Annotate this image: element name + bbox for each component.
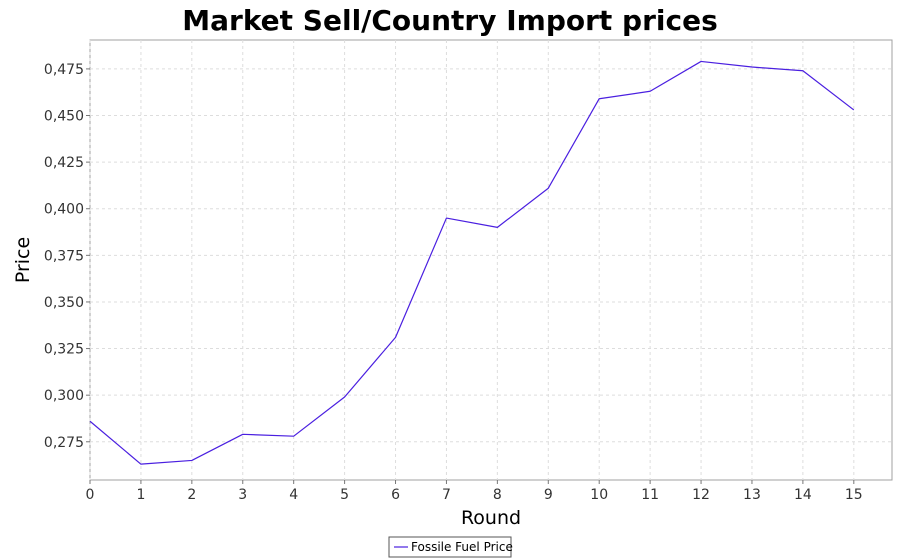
x-tick-label: 12 xyxy=(692,487,710,503)
grid-lines xyxy=(89,40,892,480)
legend-entry: Fossile Fuel Price xyxy=(411,540,513,554)
x-tick-label: 11 xyxy=(641,487,659,503)
chart-title: Market Sell/Country Import prices xyxy=(182,4,718,37)
x-tick-label: 13 xyxy=(743,487,761,503)
series-line xyxy=(89,60,855,465)
x-tick-label: 9 xyxy=(544,487,553,503)
data-point xyxy=(649,90,652,93)
data-point xyxy=(241,433,244,436)
x-tick-label: 3 xyxy=(238,487,247,503)
y-tick-label: 0,275 xyxy=(44,435,84,451)
series-group xyxy=(89,60,855,466)
data-point xyxy=(394,336,397,339)
y-axis-ticks: 0,275 0,300 0,325 0,350 0,375 0,400 0,425 0,450… xyxy=(44,62,90,451)
data-point xyxy=(190,459,193,462)
data-point xyxy=(343,396,346,399)
y-axis-label: Price xyxy=(12,237,34,283)
x-tick-label: 6 xyxy=(391,487,400,503)
data-point xyxy=(139,463,142,466)
y-tick-label: 0,475 xyxy=(44,62,84,78)
x-tick-label: 7 xyxy=(442,487,451,503)
data-point xyxy=(801,69,804,72)
data-point xyxy=(547,187,550,190)
x-tick-label: 0 xyxy=(86,487,95,503)
data-point xyxy=(598,97,601,100)
data-point xyxy=(89,420,92,423)
y-tick-label: 0,450 xyxy=(44,109,84,125)
y-tick-label: 0,375 xyxy=(44,248,84,264)
x-tick-label: 5 xyxy=(340,487,349,503)
y-tick-label: 0,300 xyxy=(44,388,84,404)
plot-area xyxy=(89,39,893,481)
legend: Fossile Fuel Price xyxy=(388,536,513,558)
legend-box xyxy=(388,536,512,558)
data-point xyxy=(445,217,448,220)
data-point xyxy=(750,66,753,69)
data-point xyxy=(852,108,855,111)
x-axis-ticks: 0 1 2 3 4 5 6 7 8 9 10 11 12 13 14 15 xyxy=(86,480,863,503)
x-axis-label: Round xyxy=(461,507,521,529)
y-tick-label: 0,350 xyxy=(44,295,84,311)
data-point xyxy=(496,226,499,229)
x-tick-label: 2 xyxy=(187,487,196,503)
x-tick-label: 8 xyxy=(493,487,502,503)
y-tick-label: 0,400 xyxy=(44,202,84,218)
x-tick-label: 4 xyxy=(289,487,298,503)
x-tick-label: 14 xyxy=(794,487,812,503)
x-tick-label: 10 xyxy=(590,487,608,503)
x-tick-label: 15 xyxy=(845,487,863,503)
y-tick-label: 0,325 xyxy=(44,342,84,358)
data-point xyxy=(292,435,295,438)
data-point xyxy=(700,60,703,63)
y-tick-label: 0,425 xyxy=(44,155,84,171)
x-tick-label: 1 xyxy=(136,487,145,503)
